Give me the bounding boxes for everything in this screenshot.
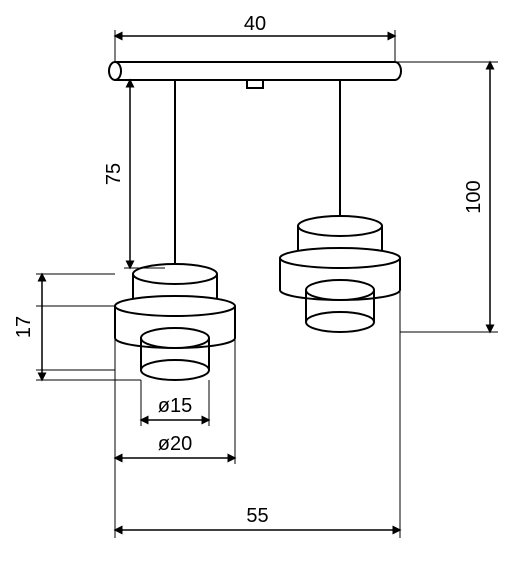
dim-total-width: 55 — [246, 505, 268, 527]
dim-total-height: 100 — [463, 180, 485, 213]
dimension-drawing: 40 55 100 75 17 ø15 ø20 — [0, 0, 525, 573]
dim-shade-height: 17 — [13, 316, 35, 338]
dimension-lines: 40 55 100 75 17 ø15 ø20 — [13, 13, 498, 538]
dim-plate-width: 40 — [244, 13, 266, 35]
dim-cord-length: 75 — [103, 163, 125, 185]
dim-inner-diameter: ø15 — [158, 395, 192, 417]
lamp-outline — [109, 62, 401, 380]
dim-outer-diameter: ø20 — [158, 433, 192, 455]
